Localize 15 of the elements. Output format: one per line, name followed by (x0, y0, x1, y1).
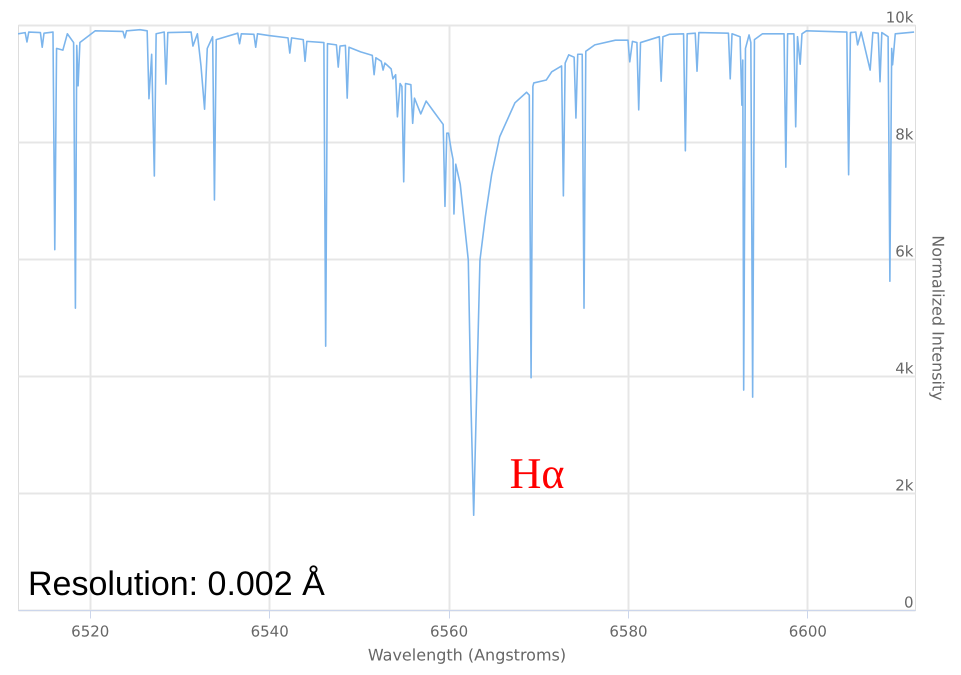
x-tick-label: 6540 (250, 622, 289, 640)
y-tick-label: 0 (904, 594, 914, 612)
y-tick-label: 10k (886, 8, 914, 26)
y-tick-label: 2k (895, 476, 914, 494)
y-tick-label: 6k (895, 242, 914, 260)
x-tick-label: 6600 (788, 622, 827, 640)
x-tick-label: 6580 (609, 622, 648, 640)
annotation: Hα (510, 449, 564, 498)
annotation: Resolution: 0.002 Å (28, 565, 326, 603)
y-tick-label: 4k (895, 360, 914, 378)
x-tick-label: 6560 (430, 622, 468, 640)
x-tick-label: 6520 (71, 622, 110, 640)
y-axis-title: Normalized Intensity (928, 235, 948, 401)
x-axis-title: Wavelength (Angstroms) (368, 646, 566, 664)
y-tick-label: 8k (895, 126, 914, 144)
